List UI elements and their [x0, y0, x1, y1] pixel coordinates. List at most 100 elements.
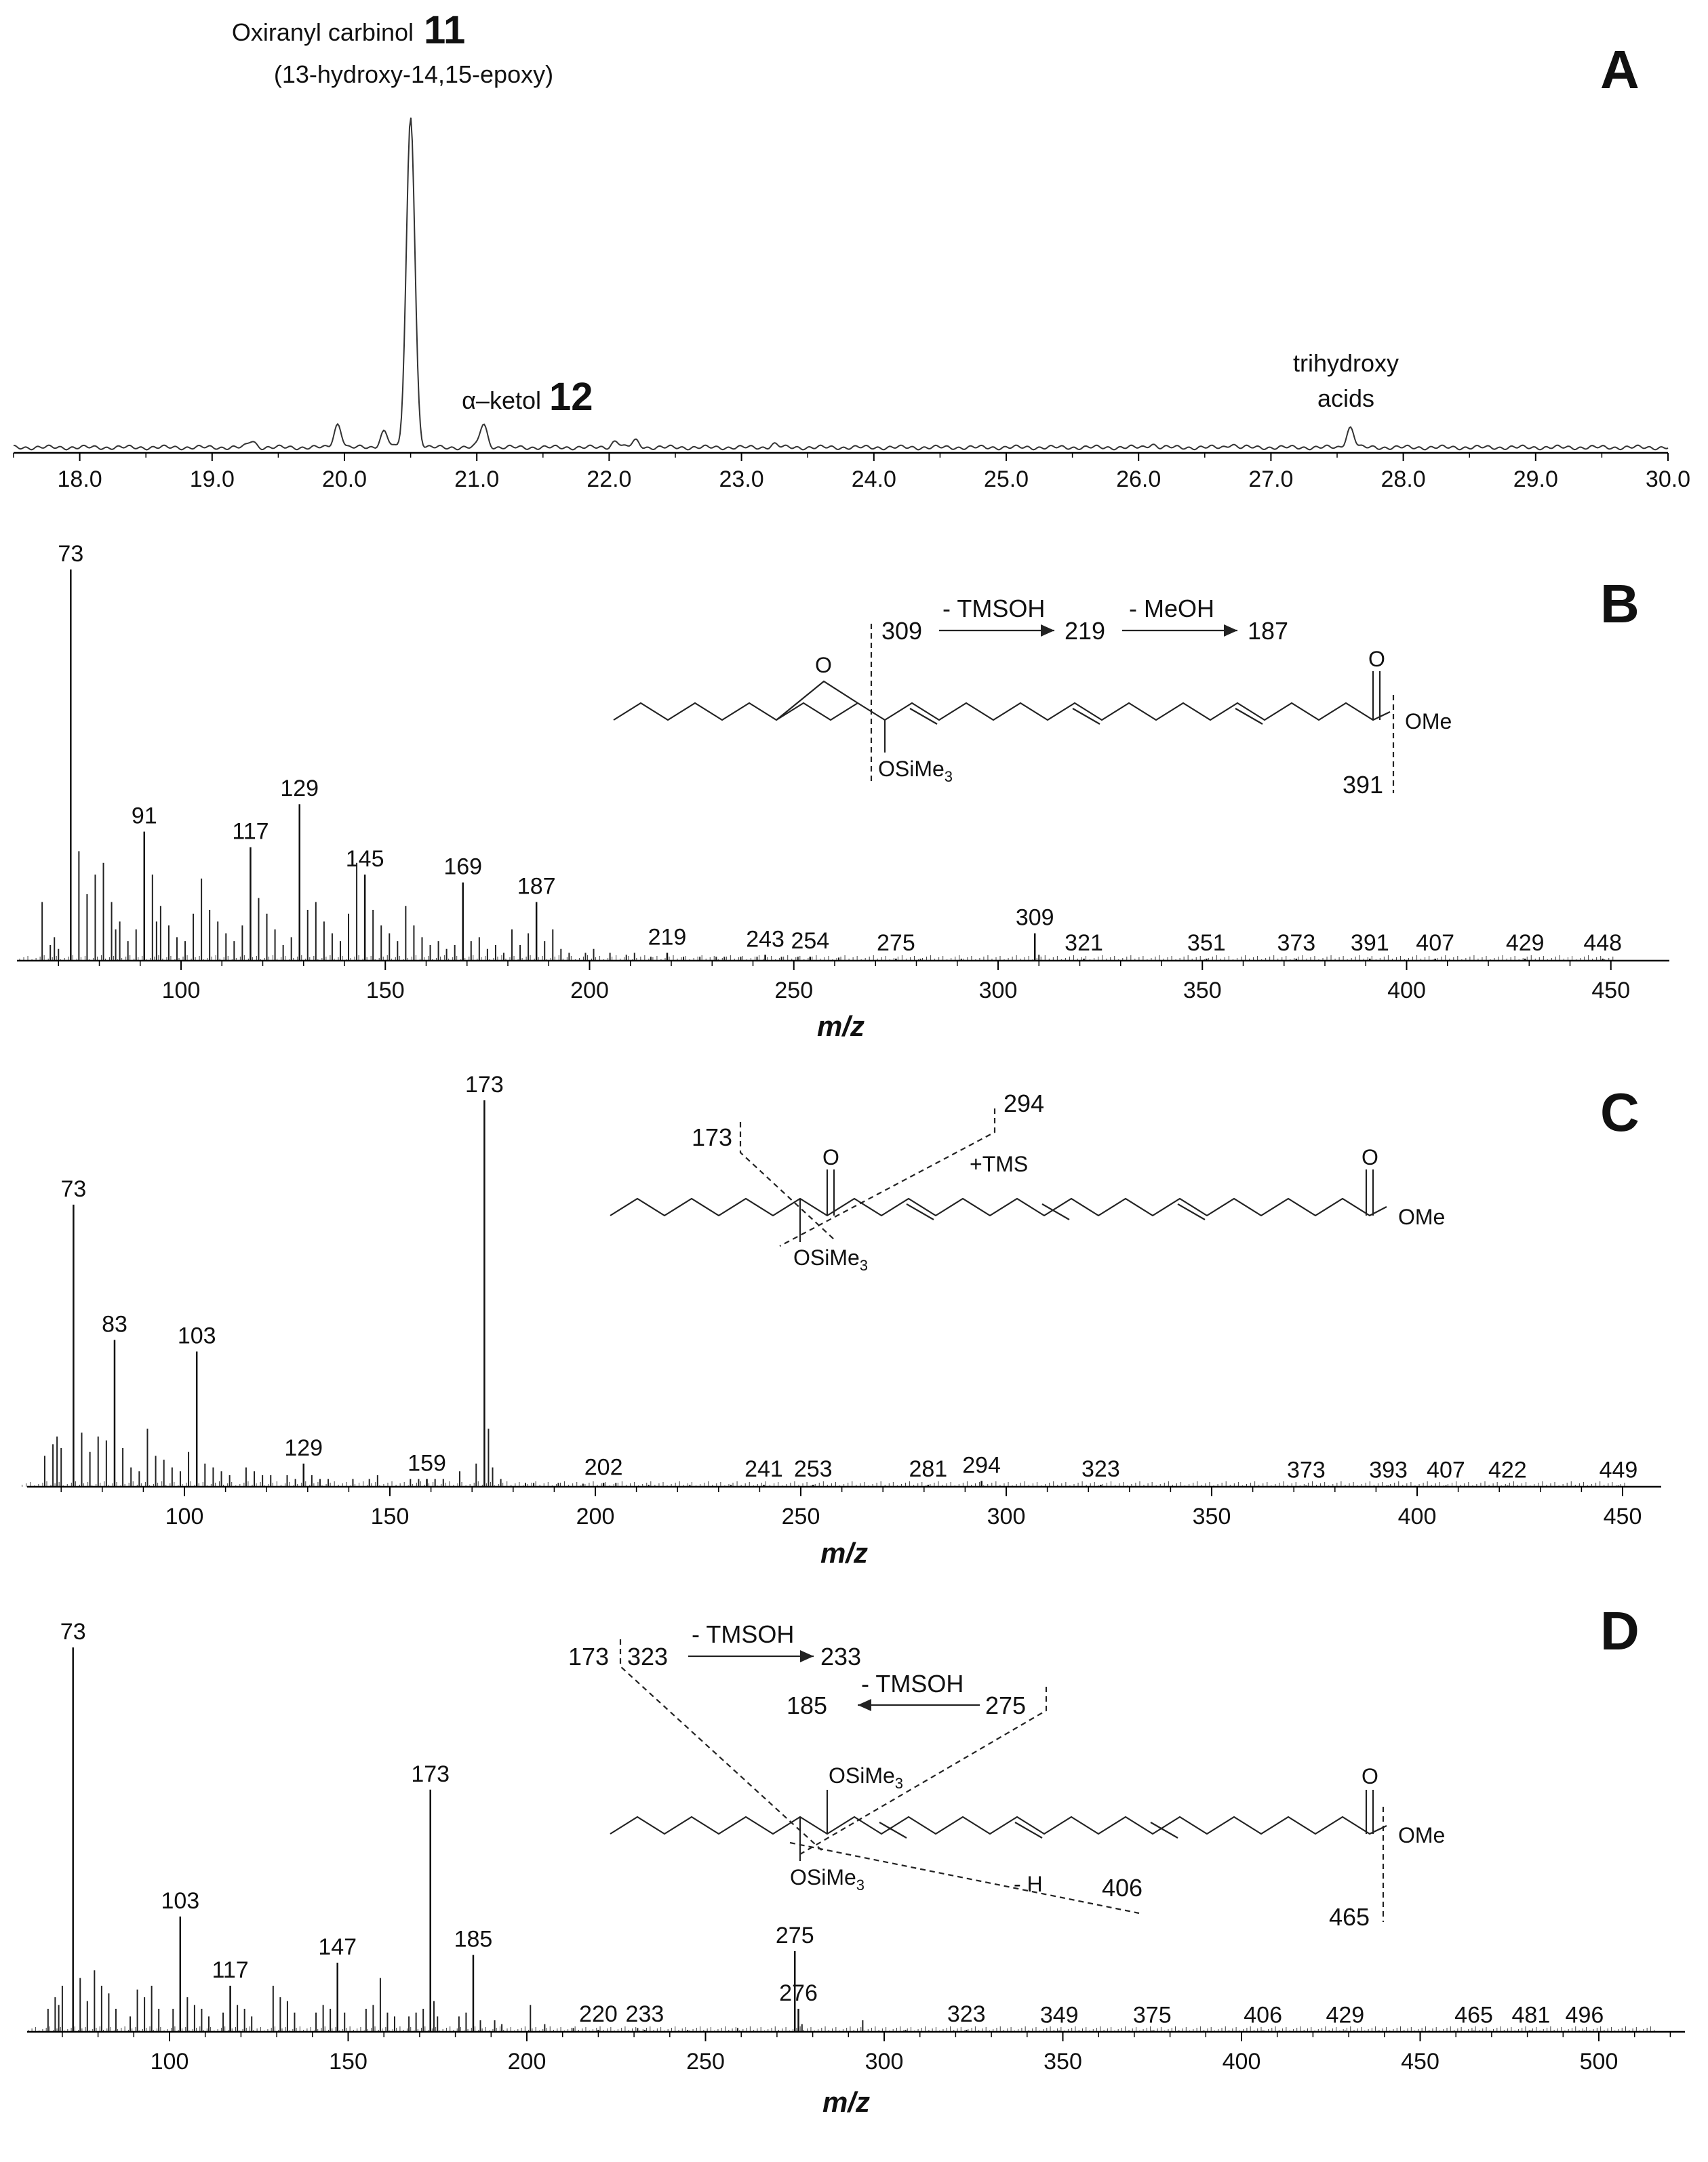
tms-subscript: 3 — [945, 768, 953, 785]
trihydroxy-label-line2: acids — [1317, 384, 1374, 412]
peak-label: 117 — [232, 819, 269, 845]
peak-12-label: α–ketol — [462, 386, 541, 414]
x-axis-ticks: 100 150 200 250 300 350 400 450 500 — [62, 2032, 1671, 2075]
x-tick-label: 29.0 — [1513, 466, 1558, 492]
x-tick-label: 500 — [1580, 2049, 1618, 2075]
peak-label: 373 — [1277, 930, 1315, 956]
peak-label: 243 — [746, 926, 785, 952]
peak-label: 202 — [584, 1454, 623, 1480]
x-axis-title: m/z — [822, 2086, 870, 2118]
peak-labels: 73 91 117 129 145 169 187 219 243 254 275 309 321 351… — [58, 541, 1622, 956]
peak-label: 276 — [779, 1980, 818, 2006]
methoxy-label: OMe — [1398, 1205, 1445, 1229]
x-tick-label: 23.0 — [719, 466, 764, 492]
peak-11-number: 11 — [424, 8, 465, 52]
peak-label: 309 — [1016, 905, 1054, 931]
peak-labels: 73 83 103 129 159 173 202 241 253 281 294 323 373 393… — [60, 1072, 1637, 1483]
x-tick-label: 350 — [1183, 978, 1222, 1003]
tms-ether-label: OSiMe3 — [793, 1245, 868, 1274]
tms-subscript: 3 — [856, 1877, 865, 1894]
peak-label: 407 — [1427, 1457, 1465, 1483]
frag-233: 233 — [820, 1643, 861, 1670]
frag-294: 294 — [1004, 1089, 1044, 1117]
panel-letter-a: A — [1600, 39, 1640, 100]
x-axis-ticks: 18.0 19.0 20.0 21.0 22.0 23.0 24.0 25.0 26.0 27.0… — [13, 453, 1690, 492]
frag-309: 309 — [881, 617, 922, 645]
x-tick-label: 300 — [987, 1504, 1026, 1529]
x-tick-label: 350 — [1044, 2049, 1082, 2075]
x-tick-label: 250 — [782, 1504, 820, 1529]
peak-label: 481 — [1512, 2002, 1551, 2028]
loss-tmsoh-1: - TMSOH — [692, 1620, 794, 1648]
x-tick-label: 25.0 — [984, 466, 1029, 492]
peak-label: 147 — [318, 1934, 357, 1960]
peak-12-number: 12 — [549, 375, 593, 419]
frag-406: 406 — [1102, 1874, 1143, 1902]
x-tick-label: 300 — [865, 2049, 904, 2075]
x-tick-label: 27.0 — [1248, 466, 1293, 492]
arrow-head — [858, 1699, 871, 1711]
panel-b-spectrum: B 73 91 117 129 145 169 187 219 243 254 275 309 321 3… — [17, 541, 1669, 1042]
chromatogram-trace — [14, 117, 1669, 451]
spectrum-bars — [19, 569, 1614, 961]
peak-label: 117 — [212, 1957, 248, 1983]
frag-391: 391 — [1343, 771, 1383, 799]
peak-label: 275 — [776, 1923, 814, 1948]
peak-label: 169 — [443, 854, 482, 880]
peak-label: 73 — [60, 1619, 86, 1645]
loss-tmsoh-2: - TMSOH — [861, 1670, 964, 1698]
x-tick-label: 150 — [366, 978, 405, 1003]
peak-label: 323 — [947, 2001, 986, 2027]
peak-label: 73 — [60, 1176, 86, 1202]
peak-label: 393 — [1369, 1457, 1408, 1483]
peak-label: 448 — [1583, 930, 1622, 956]
x-tick-label: 150 — [371, 1504, 410, 1529]
peak-labels: 73 103 117 147 173 185 220 233 275 276 323 349 375 40… — [60, 1619, 1604, 2028]
x-tick-label: 250 — [774, 978, 813, 1003]
tms-ether-label-lower: OSiMe3 — [790, 1865, 865, 1894]
frag-465: 465 — [1329, 1903, 1370, 1931]
peak-label: 449 — [1600, 1457, 1638, 1483]
panel-d-spectrum: D 73 103 117 147 173 185 220 233 275 276 323 349 375… — [27, 1601, 1685, 2118]
x-tick-label: 300 — [979, 978, 1018, 1003]
x-tick-label: 400 — [1387, 978, 1426, 1003]
frag-219: 219 — [1065, 617, 1105, 645]
x-tick-label: 350 — [1193, 1504, 1231, 1529]
x-tick-label: 400 — [1398, 1504, 1437, 1529]
loss-tmsoh: - TMSOH — [942, 595, 1045, 622]
tms-subscript: 3 — [860, 1257, 868, 1274]
plus-tms: +TMS — [970, 1152, 1028, 1176]
structure-diol-tms — [610, 1639, 1387, 1922]
peak-label: 241 — [744, 1456, 783, 1482]
x-tick-label: 30.0 — [1646, 466, 1690, 492]
x-tick-label: 100 — [165, 1504, 204, 1529]
tms-subscript: 3 — [895, 1775, 903, 1792]
methoxy-label: OMe — [1398, 1823, 1445, 1847]
panel-letter-b: B — [1600, 574, 1640, 634]
x-tick-label: 19.0 — [190, 466, 235, 492]
peak-label: 219 — [648, 924, 687, 950]
peak-label: 103 — [178, 1323, 216, 1349]
peak-label: 187 — [517, 873, 556, 899]
x-tick-label: 22.0 — [587, 466, 631, 492]
x-axis-ticks: 100 150 200 250 300 350 400 450 — [60, 1487, 1642, 1529]
tms-text: OSiMe — [829, 1763, 895, 1788]
frag-173: 173 — [568, 1643, 609, 1670]
x-tick-label: 26.0 — [1116, 466, 1161, 492]
peak-label: 173 — [411, 1761, 450, 1787]
arrow-head — [1041, 624, 1054, 637]
peak-label: 321 — [1065, 930, 1103, 956]
peak-label: 73 — [58, 541, 83, 567]
peak-11-sublabel: (13-hydroxy-14,15-epoxy) — [274, 60, 553, 88]
frag-185: 185 — [787, 1691, 827, 1719]
frag-275: 275 — [985, 1691, 1026, 1719]
peak-label: 406 — [1244, 2002, 1282, 2028]
tms-text: OSiMe — [790, 1865, 856, 1889]
carbonyl-oxygen: O — [1368, 647, 1385, 671]
structure-epoxy-carbinol — [613, 624, 1395, 793]
peak-label: 173 — [465, 1072, 504, 1098]
loss-meoh: - MeOH — [1129, 595, 1214, 622]
panel-letter-c: C — [1600, 1082, 1640, 1142]
x-tick-label: 200 — [576, 1504, 615, 1529]
